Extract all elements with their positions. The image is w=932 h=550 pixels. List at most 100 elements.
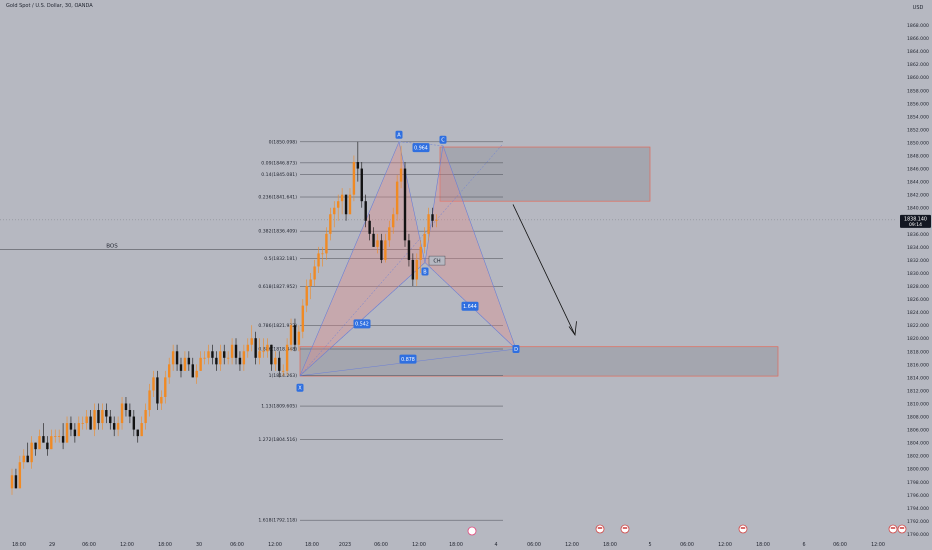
fib-level-label: 0.886(1818.348) xyxy=(258,347,297,353)
candle-body xyxy=(270,344,273,365)
x-tick-label: 12:00 xyxy=(412,542,426,548)
ratio-label: 1.644 xyxy=(463,304,477,310)
candle-body xyxy=(164,377,167,397)
candle-body xyxy=(329,214,332,234)
candle-body xyxy=(348,194,352,215)
candle-body xyxy=(89,416,92,430)
candle-body xyxy=(81,423,84,424)
us-event-marker xyxy=(620,524,630,534)
candle-body xyxy=(140,423,143,437)
candle-body xyxy=(191,364,194,378)
ch-label: CH xyxy=(433,258,440,264)
x-tick-label: 5 xyxy=(648,542,651,548)
pattern-point-label: A xyxy=(397,133,401,139)
candle-body xyxy=(183,357,187,371)
candle-body xyxy=(187,357,191,365)
candle-body xyxy=(152,377,155,391)
y-tick-label: 1842.000 xyxy=(907,193,929,199)
x-tick-label: 06:00 xyxy=(527,542,541,548)
y-tick-label: 1832.000 xyxy=(907,258,929,264)
x-tick-label: 18:00 xyxy=(449,542,463,548)
candle-body xyxy=(116,423,120,430)
ratio-badge xyxy=(399,354,417,364)
us-event-marker xyxy=(897,524,907,534)
candle-body xyxy=(112,423,116,430)
candle-body xyxy=(219,351,222,365)
fib-level-label: 0.236(1841.641) xyxy=(258,195,297,201)
y-tick-label: 1806.000 xyxy=(907,428,929,434)
y-tick-label: 1802.000 xyxy=(907,454,929,460)
candle-body xyxy=(215,357,218,365)
us-event-marker xyxy=(595,524,605,534)
candle-body xyxy=(364,201,367,221)
fib-level-label: 1.272(1804.516) xyxy=(258,437,297,443)
y-tick-label: 1798.000 xyxy=(907,480,929,486)
candle-body xyxy=(144,410,147,424)
x-tick-label: 06:00 xyxy=(82,542,96,548)
ratio-badge xyxy=(412,143,430,153)
y-tick-label: 1868.000 xyxy=(907,23,929,29)
candle-body xyxy=(199,357,202,371)
x-tick-label: 12:00 xyxy=(120,542,134,548)
candle-body xyxy=(230,344,234,358)
candle-body xyxy=(124,403,128,411)
candle-body xyxy=(411,259,415,280)
fib-level-label: 0.14(1845.081) xyxy=(261,172,297,178)
y-tick-label: 1818.000 xyxy=(907,349,929,355)
candle-body xyxy=(301,305,305,332)
candle-body xyxy=(274,357,277,365)
candle-body xyxy=(77,423,81,437)
candle-body xyxy=(101,410,104,424)
candle-body xyxy=(93,410,96,430)
y-tick-label: 1812.000 xyxy=(907,388,929,394)
y-tick-label: 1866.000 xyxy=(907,36,929,42)
y-tick-label: 1848.000 xyxy=(907,154,929,160)
us-event-marker xyxy=(888,524,898,534)
candle-body xyxy=(26,455,29,463)
y-tick-label: 1804.000 xyxy=(907,441,929,447)
candle-body xyxy=(325,233,328,254)
candle-body xyxy=(403,168,407,241)
y-tick-label: 1824.000 xyxy=(907,310,929,316)
candle-body xyxy=(22,455,25,463)
y-tick-label: 1830.000 xyxy=(907,271,929,277)
x-tick-label: 18:00 xyxy=(158,542,172,548)
y-tick-label: 1820.000 xyxy=(907,336,929,342)
candle-body xyxy=(175,351,179,365)
current-price-countdown: 09:14 xyxy=(909,222,922,228)
candle-body xyxy=(65,423,69,443)
x-tick-label: 18:00 xyxy=(305,542,319,548)
x-tick-label: 12:00 xyxy=(565,542,579,548)
candle-body xyxy=(340,194,344,202)
candle-body xyxy=(305,286,308,306)
candle-body xyxy=(30,442,33,463)
y-tick-label: 1864.000 xyxy=(907,49,929,55)
us-event-marker-stripe xyxy=(890,527,896,529)
candle-body xyxy=(372,233,375,247)
us-event-marker-stripe xyxy=(622,527,628,529)
fib-level-label: 1.13(1809.605) xyxy=(261,404,297,410)
y-tick-label: 1800.000 xyxy=(907,467,929,473)
y-tick-label: 1792.000 xyxy=(907,519,929,525)
candle-body xyxy=(105,410,108,417)
y-tick-label: 1808.000 xyxy=(907,415,929,421)
candle-body xyxy=(309,279,312,287)
y-tick-label: 1828.000 xyxy=(907,284,929,290)
candle-body xyxy=(297,331,301,345)
candle-body xyxy=(38,436,41,450)
candle-body xyxy=(69,423,73,430)
y-tick-label: 1852.000 xyxy=(907,127,929,133)
x-tick-label: 12:00 xyxy=(268,542,282,548)
candle-body xyxy=(388,227,391,241)
candle-body xyxy=(380,240,383,260)
y-tick-label: 1856.000 xyxy=(907,101,929,107)
fib-level-label: 0.5(1832.181) xyxy=(264,256,297,262)
x-tick-label: 06:00 xyxy=(374,542,388,548)
candle-body xyxy=(61,436,65,443)
candle-body xyxy=(293,325,297,345)
candle-body xyxy=(242,351,246,365)
us-event-marker-stripe xyxy=(740,527,746,529)
candle-body xyxy=(195,370,198,378)
candle-body xyxy=(352,162,356,195)
